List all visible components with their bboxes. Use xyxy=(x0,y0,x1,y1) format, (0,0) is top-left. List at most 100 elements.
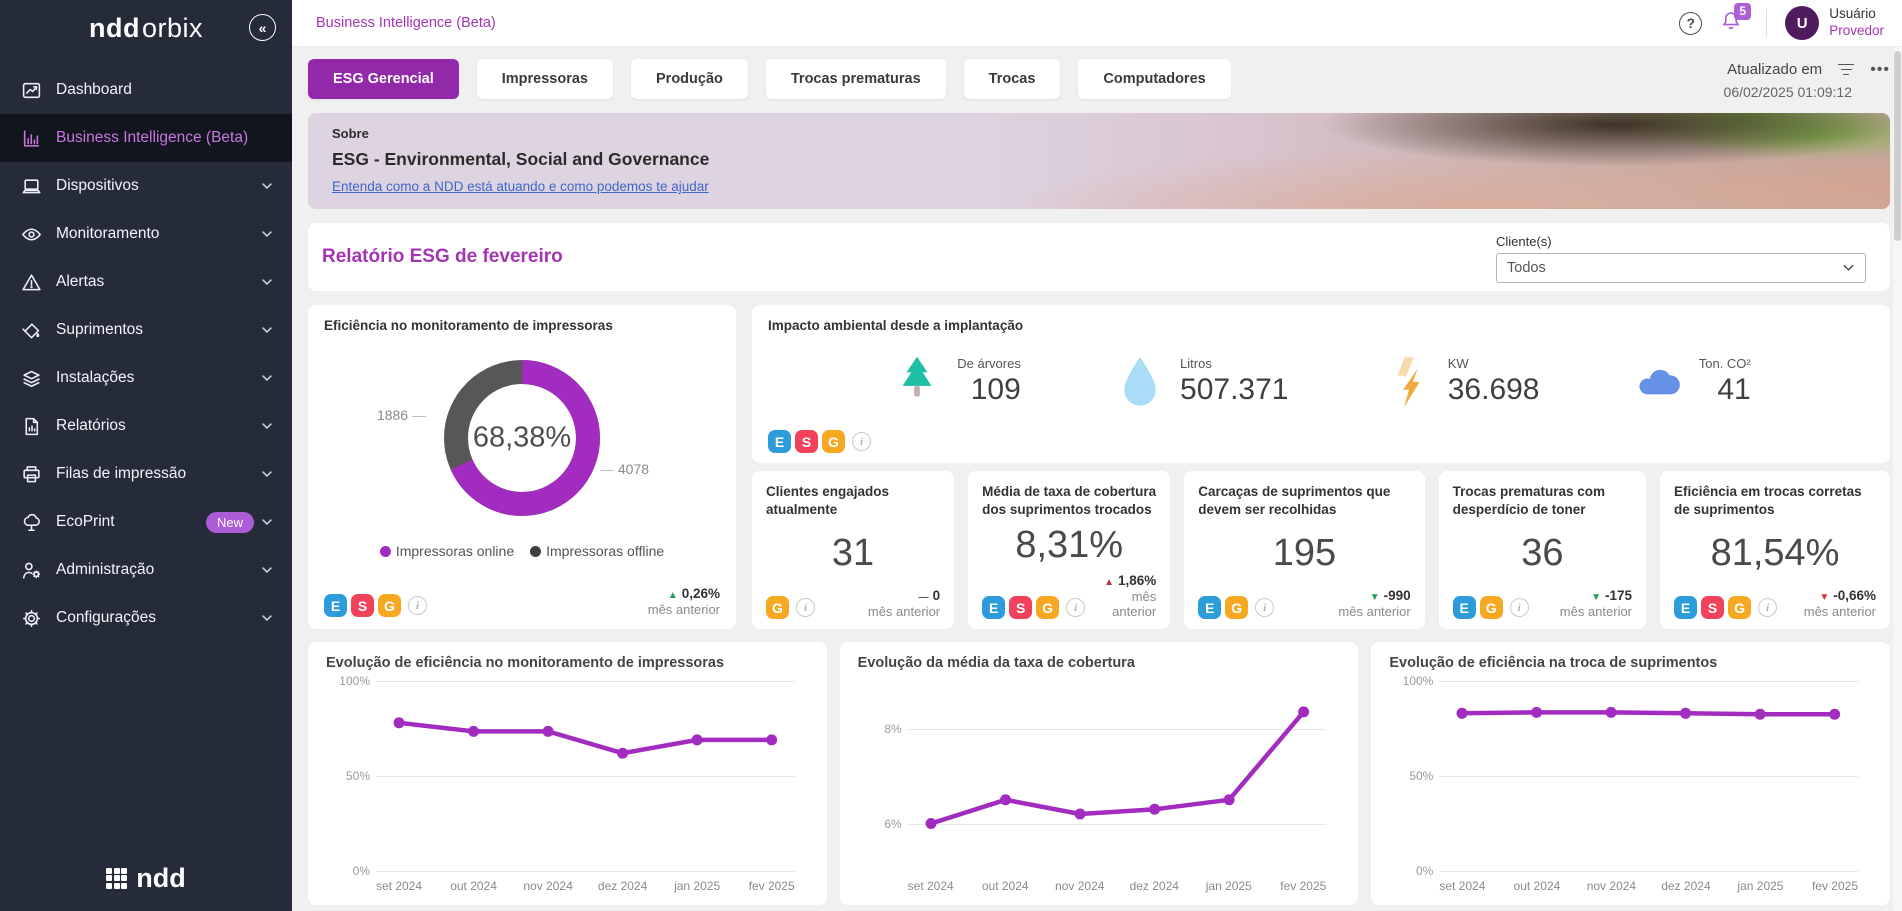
sidebar-item-dashboard[interactable]: Dashboard xyxy=(0,66,292,114)
laptop-icon xyxy=(20,175,42,197)
sidebar-item-relatorios[interactable]: Relatórios xyxy=(0,402,292,450)
info-icon[interactable]: i xyxy=(852,432,871,451)
trend-icon: ▲ xyxy=(1104,577,1114,588)
client-select[interactable]: Todos xyxy=(1496,252,1866,283)
charts-row: Evolução de eficiência no monitoramento … xyxy=(308,642,1891,905)
delta-value: 1,86% xyxy=(1117,573,1157,588)
delta-block: ▼ -990 mês anterior xyxy=(1338,588,1410,619)
gridline: 0% xyxy=(353,864,795,878)
esg-badge-g: G xyxy=(1036,596,1060,619)
info-icon[interactable]: i xyxy=(408,596,427,615)
sidebar-item-administracao[interactable]: Administração xyxy=(0,546,292,594)
ndd-mark-icon xyxy=(106,867,128,889)
x-tick-label: jan 2025 xyxy=(674,879,721,893)
tab-computadores[interactable]: Computadores xyxy=(1078,59,1231,99)
info-icon[interactable]: i xyxy=(1509,598,1529,617)
updated-label: Atualizado em xyxy=(1727,61,1823,78)
help-icon[interactable]: ? xyxy=(1679,11,1703,35)
water-drop-icon xyxy=(1114,354,1166,410)
sidebar-item-business-intelligence[interactable]: Business Intelligence (Beta) xyxy=(0,114,292,162)
sidebar-item-ecoprint[interactable]: EcoPrint New xyxy=(0,498,292,546)
bar-chart-icon xyxy=(20,127,42,149)
sidebar-item-configuracoes[interactable]: Configurações xyxy=(0,594,292,642)
x-tick-label: out 2024 xyxy=(981,879,1029,893)
filter-icon[interactable] xyxy=(1836,62,1856,78)
esg-badge-g: G xyxy=(1728,596,1752,619)
chart-plot: 8% 6% xyxy=(884,681,1327,871)
sidebar-footer: ndd xyxy=(0,845,292,911)
delta-caption: mês anterior xyxy=(1338,604,1411,619)
scrollbar-thumb[interactable] xyxy=(1894,51,1901,241)
impact-metric-label: Ton. CO² xyxy=(1698,356,1751,371)
legend-dot-icon xyxy=(379,545,391,557)
y-tick-label: 100% xyxy=(1402,674,1434,688)
esg-badge-s: S xyxy=(795,430,818,453)
chevron-down-icon xyxy=(260,227,274,241)
gridline: 50% xyxy=(346,769,795,783)
banner-link[interactable]: Entenda como a NDD está atuando e como p… xyxy=(332,179,709,194)
sidebar-collapse-button[interactable]: « xyxy=(249,14,276,41)
tab-trocas[interactable]: Trocas xyxy=(963,59,1061,99)
sidebar-item-label: Filas de impressão xyxy=(56,465,187,482)
sidebar-item-filas-de-impressao[interactable]: Filas de impressão xyxy=(0,450,292,498)
donut-legend: Impressoras online Impressoras offline xyxy=(324,543,720,559)
delta-block: ▲ 0,26% mês anterior xyxy=(648,586,720,617)
tab-produção[interactable]: Produção xyxy=(631,59,748,99)
paint-bucket-icon xyxy=(20,319,42,341)
sidebar-item-alertas[interactable]: Alertas xyxy=(0,258,292,306)
brand-bold: ndd xyxy=(88,12,140,43)
notifications-button[interactable]: 5 xyxy=(1720,2,1752,37)
gear-icon xyxy=(20,607,42,629)
tab-impressoras[interactable]: Impressoras xyxy=(476,59,613,99)
layers-icon xyxy=(20,367,42,389)
sidebar-item-label: Relatórios xyxy=(56,417,126,434)
breadcrumb[interactable]: Business Intelligence (Beta) xyxy=(316,15,496,31)
sidebar-item-monitoramento[interactable]: Monitoramento xyxy=(0,210,292,258)
info-icon[interactable]: i xyxy=(1255,598,1275,617)
tab-esg-gerencial[interactable]: ESG Gerencial xyxy=(308,59,459,99)
info-icon[interactable]: i xyxy=(1758,598,1778,617)
impact-metric-label: KW xyxy=(1447,356,1469,371)
kpi-title: Eficiência em trocas corretas de suprime… xyxy=(1674,484,1862,517)
scrollbar[interactable] xyxy=(1893,47,1902,911)
sidebar-nav: Dashboard Business Intelligence (Beta) Dis… xyxy=(0,56,292,845)
ndd-orbix-logo: nddorbix xyxy=(89,13,203,44)
tabs: ESG Gerencial Impressoras Produção Trocas p… xyxy=(308,59,1231,99)
esg-badge-e: E xyxy=(768,430,791,453)
sidebar-item-dispositivos[interactable]: Dispositivos xyxy=(0,162,292,210)
more-options-icon[interactable]: ••• xyxy=(1870,60,1890,78)
trend-icon: ▼ xyxy=(1369,592,1380,603)
user-name: Usuário xyxy=(1829,6,1876,22)
chart-x-axis: set 2024 out 2024 nov 2024 dez 2024 jan 2025… xyxy=(376,875,795,897)
chart-plot: 100% 50% 0% xyxy=(1403,674,1859,878)
x-tick-label: dez 2024 xyxy=(1661,879,1711,893)
esg-badge-g: G xyxy=(1225,596,1249,619)
user-menu[interactable]: U Usuário Provedor xyxy=(1785,6,1884,40)
efficiency-card-title: Eficiência no monitoramento de impressor… xyxy=(324,318,613,333)
info-icon[interactable]: i xyxy=(796,598,815,617)
main-area: Business Intelligence (Beta) ? 5 U Usuár… xyxy=(292,0,1902,911)
efficiency-donut: 68,38% 1886 4078 xyxy=(324,345,720,531)
printer-icon xyxy=(20,463,42,485)
x-tick-label: nov 2024 xyxy=(1055,879,1105,893)
donut-offline-value: 1886 xyxy=(377,407,426,423)
impact-metrics: De árvores 109 Litros 507.371 KW 36.698 Ton. C… xyxy=(768,333,1874,430)
delta-block: ▲ 1,86% mês anterior xyxy=(1085,573,1156,619)
esg-badge-s: S xyxy=(1701,596,1725,619)
sidebar-item-instalacoes[interactable]: Instalações xyxy=(0,354,292,402)
dashboard-icon xyxy=(20,79,42,101)
gridline: 6% xyxy=(884,817,1327,831)
x-tick-label: set 2024 xyxy=(907,879,954,893)
sidebar-item-label: Business Intelligence (Beta) xyxy=(56,129,249,146)
sidebar-item-label: EcoPrint xyxy=(56,513,115,530)
y-tick-label: 8% xyxy=(884,721,902,736)
sidebar-item-suprimentos[interactable]: Suprimentos xyxy=(0,306,292,354)
new-badge: New xyxy=(205,511,254,533)
delta-caption: mês anterior xyxy=(1559,604,1633,619)
ndd-footer-logo: ndd xyxy=(136,862,186,893)
tab-trocas-prematuras[interactable]: Trocas prematuras xyxy=(765,59,946,99)
chevron-down-icon xyxy=(260,371,274,385)
info-icon[interactable]: i xyxy=(1066,598,1086,617)
